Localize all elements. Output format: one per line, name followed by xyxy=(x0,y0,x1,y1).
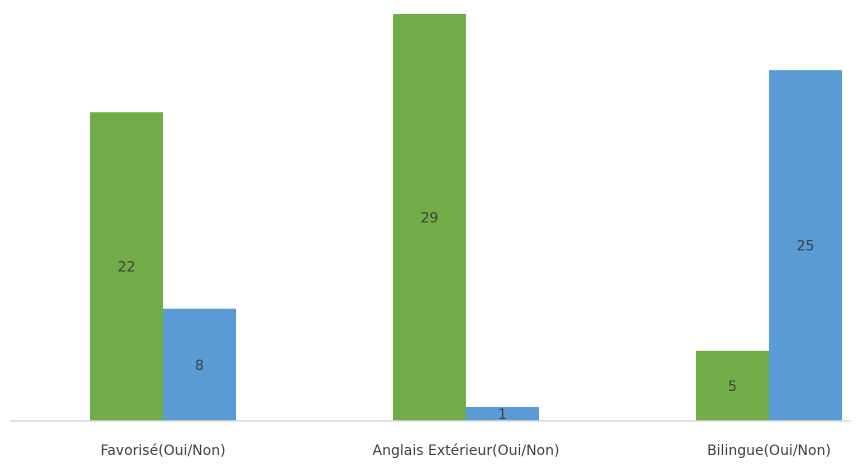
data-label-0-series-0: 22 xyxy=(118,260,136,276)
data-label-1-series-1: 1 xyxy=(498,407,507,423)
bar-2-series-1 xyxy=(769,70,842,421)
data-label-1-series-0: 29 xyxy=(421,211,439,227)
category-labels: Favorisé(Oui/Non) Anglais Extérieur(Oui/N… xyxy=(100,443,830,459)
bar-1-series-0 xyxy=(393,14,466,421)
bar-2-series-0 xyxy=(696,350,769,421)
category-label-2: Bilingue(Oui/Non) xyxy=(707,443,831,459)
category-label-0: Favorisé(Oui/Non) xyxy=(100,443,225,459)
bar-1-series-1 xyxy=(466,406,539,421)
bar-0-series-1 xyxy=(163,308,236,421)
category-label-1: Anglais Extérieur(Oui/Non) xyxy=(373,443,560,459)
data-label-2-series-0: 5 xyxy=(728,379,737,395)
bar-0-series-0 xyxy=(90,112,163,421)
data-label-0-series-1: 8 xyxy=(195,358,204,374)
bars-group: 22 8 29 1 5 25 xyxy=(90,14,842,423)
data-label-2-series-1: 25 xyxy=(797,239,815,255)
